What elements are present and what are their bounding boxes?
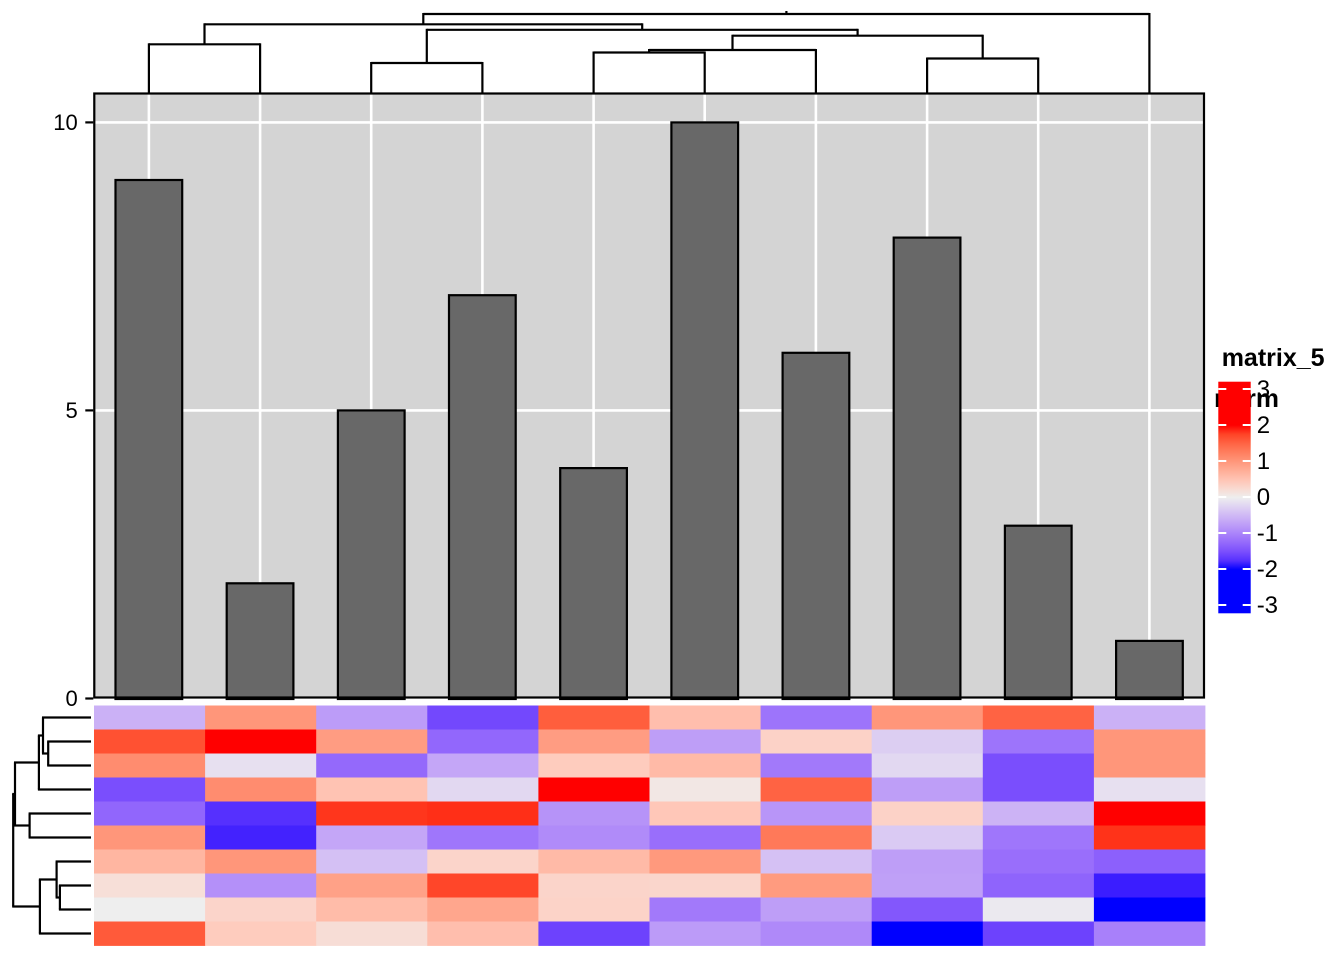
svg-text:-2: -2 <box>1257 556 1278 583</box>
svg-text:-3: -3 <box>1257 592 1278 619</box>
svg-text:2: 2 <box>1257 412 1270 439</box>
svg-text:0: 0 <box>65 686 77 711</box>
svg-text:0: 0 <box>1257 484 1270 511</box>
svg-text:5: 5 <box>65 398 77 423</box>
svg-text:-1: -1 <box>1257 520 1278 547</box>
svg-text:3: 3 <box>1257 376 1270 403</box>
svg-text:10: 10 <box>53 110 77 135</box>
svg-text:matrix_5: matrix_5 <box>1222 344 1325 372</box>
svg-text:1: 1 <box>1257 448 1270 475</box>
